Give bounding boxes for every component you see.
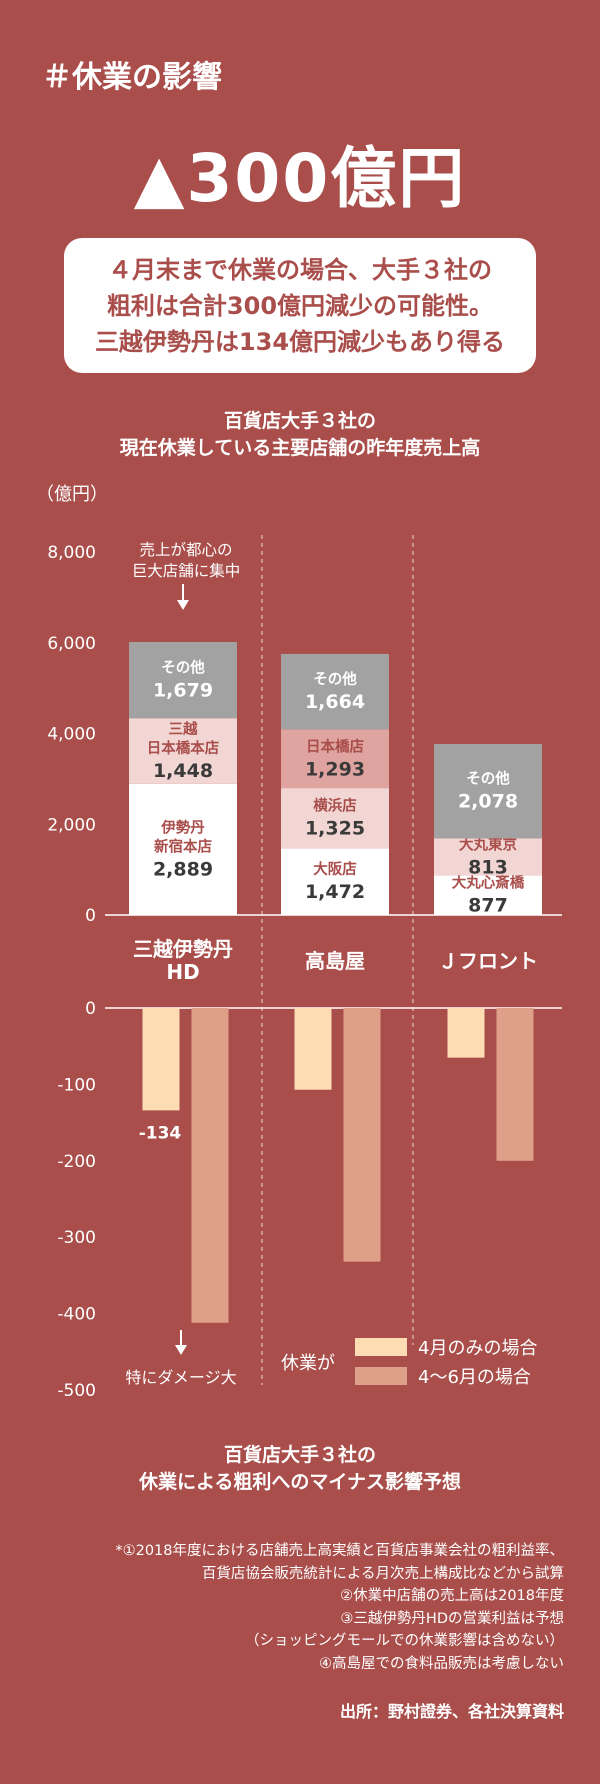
stacked-bar-segment xyxy=(434,744,542,839)
down-arrow-icon xyxy=(177,600,189,610)
impact-bar xyxy=(343,1008,381,1262)
headline-amount: ▲300億円 xyxy=(133,140,467,217)
y-tick-label: -400 xyxy=(57,1305,96,1325)
segment-value-label: 1,293 xyxy=(305,758,365,780)
segment-value-label: 1,448 xyxy=(153,760,213,782)
stacked-bar-segment xyxy=(281,729,389,789)
sales-chart-title-line-2: 現在休業している主要店舗の昨年度売上高 xyxy=(119,437,481,459)
segment-name-label: 三越 xyxy=(169,720,198,738)
category-label: HD xyxy=(166,960,199,984)
segment-value-label: 2,889 xyxy=(153,858,213,880)
stacked-bar-segment xyxy=(281,848,389,915)
impact-bar xyxy=(447,1008,485,1058)
callout-line-3: 三越伊勢丹は134億円減少もあり得る xyxy=(94,327,506,356)
stacked-bar-segment xyxy=(281,653,389,730)
y-tick-label: 8,000 xyxy=(47,543,96,563)
footnote-line: （ショッピングモールでの休業影響は含めない） xyxy=(245,1633,564,1649)
sales-chart-title: 百貨店大手３社の 現在休業している主要店舗の昨年度売上高 xyxy=(0,408,600,462)
footnote-line: ②休業中店舗の売上高は2018年度 xyxy=(340,1588,564,1604)
y-tick-label: 2,000 xyxy=(47,815,96,835)
y-tick-label: 0 xyxy=(85,906,96,926)
y-tick-label: -500 xyxy=(57,1381,96,1401)
impact-bar xyxy=(294,1008,332,1090)
impact-chart-title-line-1: 百貨店大手３社の xyxy=(223,1444,376,1466)
impact-bar xyxy=(191,1008,229,1323)
segment-name-label: その他 xyxy=(313,670,357,688)
legend-title: 休業が xyxy=(281,1353,335,1374)
segment-name-label: 新宿本店 xyxy=(154,837,212,855)
category-label: Ｊフロント xyxy=(438,949,538,973)
y-tick-label: 6,000 xyxy=(47,634,96,654)
y-tick-label: 0 xyxy=(85,999,96,1019)
stacked-bar-segment xyxy=(434,875,542,915)
impact-value-label: -134 xyxy=(139,1123,182,1143)
unit-label: （億円） xyxy=(36,484,108,505)
damage-annotation: 特にダメージ大 xyxy=(125,1368,236,1387)
segment-name-label: 伊勢丹 xyxy=(160,818,205,836)
legend-label: 4～6月の場合 xyxy=(418,1367,531,1388)
segment-value-label: 877 xyxy=(468,895,508,917)
legend-background xyxy=(265,1345,555,1405)
segment-name-label: 大丸東京 xyxy=(459,835,517,853)
y-tick-label: -100 xyxy=(57,1075,96,1095)
segment-value-label: 1,664 xyxy=(305,691,365,713)
legend-label: 4月のみの場合 xyxy=(418,1338,537,1359)
footnote-line: 百貨店協会販売統計による月次売上構成比などから試算 xyxy=(201,1565,564,1582)
segment-value-label: 1,472 xyxy=(305,881,365,903)
segment-name-label: 横浜店 xyxy=(313,797,357,815)
legend-swatch xyxy=(355,1367,407,1385)
segment-value-label: 1,325 xyxy=(305,818,365,840)
legend-swatch xyxy=(355,1338,407,1356)
y-tick-label: -300 xyxy=(57,1228,96,1248)
annotation-line: 売上が都心の xyxy=(139,541,232,559)
footnotes: *①2018年度における店舗売上高実績と百貨店事業会社の粗利益率、 百貨店協会販… xyxy=(115,1540,564,1675)
stacked-bar-segment xyxy=(129,783,237,915)
segment-name-label: その他 xyxy=(161,659,205,677)
summary-callout: ４月末まで休業の場合、大手３社の 粗利は合計300億円減少の可能性。 三越伊勢丹… xyxy=(64,238,536,373)
hashtag-title: ＃休業の影響 xyxy=(42,60,222,95)
segment-name-label: 大丸心斎橋 xyxy=(452,874,525,892)
impact-chart-title-line-2: 休業による粗利へのマイナス影響予想 xyxy=(138,1471,462,1493)
stacked-bar-segment xyxy=(129,718,237,784)
source-credit: 出所：野村證券、各社決算資料 xyxy=(339,1702,564,1721)
segment-name-label: その他 xyxy=(466,770,510,788)
callout-line-1: ４月末まで休業の場合、大手３社の xyxy=(108,255,492,284)
category-label: 三越伊勢丹 xyxy=(133,937,233,961)
sales-chart-title-line-1: 百貨店大手３社の xyxy=(223,410,376,432)
segment-value-label: 2,078 xyxy=(458,791,518,813)
impact-bar xyxy=(496,1008,534,1161)
impact-bar xyxy=(142,1008,180,1111)
footnote-line: ④高島屋での食料品販売は考慮しない xyxy=(319,1655,564,1672)
segment-name-label: 日本橋店 xyxy=(306,737,364,755)
stacked-bar-segment xyxy=(434,838,542,876)
category-label: 高島屋 xyxy=(305,949,365,973)
annotation-line: 巨大店舗に集中 xyxy=(132,562,241,580)
segment-value-label: 1,679 xyxy=(153,680,213,702)
footnote-line: *①2018年度における店舗売上高実績と百貨店事業会社の粗利益率、 xyxy=(115,1543,564,1559)
segment-name-label: 大阪店 xyxy=(313,860,357,878)
stacked-bar-segment xyxy=(281,788,389,849)
impact-chart-title: 百貨店大手３社の 休業による粗利へのマイナス影響予想 xyxy=(0,1442,600,1496)
down-arrow-icon xyxy=(175,1345,187,1355)
combined-chart: （億円）8,0006,0004,0002,0000伊勢丹新宿本店2,889三越日… xyxy=(36,484,562,1405)
stacked-bar-segment xyxy=(129,642,237,719)
segment-name-label: 日本橋本店 xyxy=(147,739,220,757)
callout-line-2: 粗利は合計300億円減少の可能性。 xyxy=(106,291,494,320)
y-tick-label: 4,000 xyxy=(47,725,96,745)
y-tick-label: -200 xyxy=(57,1152,96,1172)
footnote-line: ③三越伊勢丹HDの営業利益は予想 xyxy=(340,1610,564,1627)
segment-value-label: 813 xyxy=(468,856,508,878)
